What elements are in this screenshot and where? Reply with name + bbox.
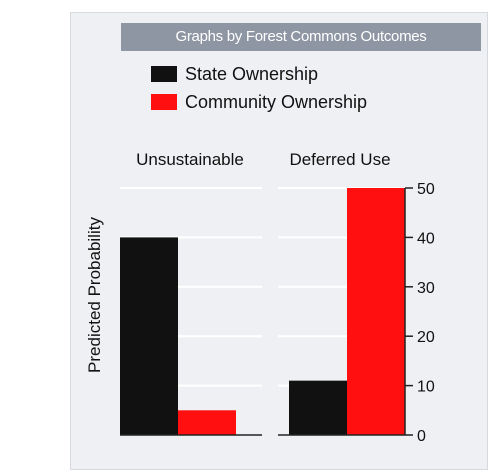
chart-title: Graphs by Forest Commons Outcomes bbox=[121, 23, 481, 51]
plot-layer: 0 10 20 30 40 50 Unsustainable Deferred Use bbox=[120, 150, 435, 445]
legend-swatch-community bbox=[151, 94, 177, 110]
y-tick-label: 0 bbox=[417, 428, 426, 445]
bar-state-0 bbox=[120, 237, 178, 435]
y-tick-label: 50 bbox=[417, 181, 435, 198]
panel-title-0: Unsustainable bbox=[136, 150, 244, 169]
legend-label-community: Community Ownership bbox=[185, 91, 368, 112]
bar-community-1 bbox=[347, 188, 405, 435]
legend-label-state: State Ownership bbox=[185, 63, 319, 84]
bar-state-1 bbox=[289, 380, 347, 435]
y-tick-label: 20 bbox=[417, 329, 435, 346]
y-tick-label: 40 bbox=[417, 230, 435, 247]
panel-title-1: Deferred Use bbox=[289, 150, 390, 169]
y-tick-label: 30 bbox=[417, 280, 435, 297]
legend-swatch-state bbox=[151, 66, 177, 82]
legend-item-community: Community Ownership bbox=[151, 91, 367, 113]
legend-item-state: State Ownership bbox=[151, 63, 318, 85]
y-axis-title: Predicted Probability bbox=[85, 217, 104, 373]
y-tick-label: 10 bbox=[417, 379, 435, 396]
bar-community-0 bbox=[178, 410, 236, 435]
